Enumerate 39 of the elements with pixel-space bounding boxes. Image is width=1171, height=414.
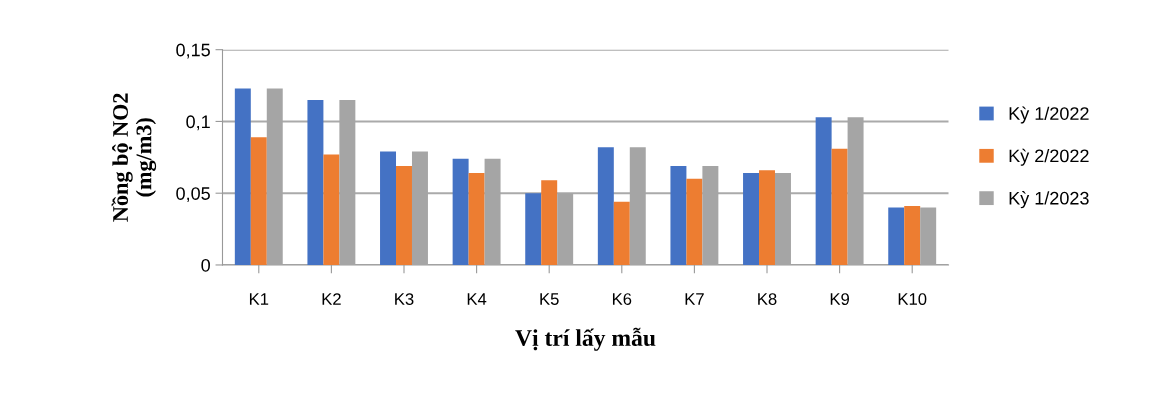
legend-label: Kỳ 1/2023: [1009, 191, 1089, 209]
bar: [234, 88, 251, 265]
x-tick-label: K5: [540, 293, 559, 305]
x-tick-label: K1: [249, 293, 269, 305]
legend-label: Kỳ 2/2022: [1009, 148, 1089, 166]
legend-label: Kỳ 1/2022: [1009, 106, 1089, 124]
x-tick-label: K10: [898, 293, 927, 305]
y-tick-label: 0,1: [186, 115, 210, 131]
bar: [743, 173, 760, 265]
x-tick-label: K6: [612, 293, 632, 305]
x-tick-label: K3: [395, 293, 414, 305]
bar: [541, 180, 558, 265]
x-tick-label: K9: [830, 293, 850, 305]
bar: [380, 151, 397, 265]
bar: [686, 178, 703, 265]
bar: [815, 117, 832, 265]
x-tick-label: K4: [467, 293, 487, 305]
bar: [525, 193, 542, 265]
bar: [888, 207, 905, 265]
bar: [597, 147, 614, 265]
bar: [396, 165, 412, 265]
bar: [904, 206, 921, 265]
x-axis-title: Vị trí lấy mẫu: [515, 327, 656, 351]
bar: [323, 154, 340, 265]
y-tick-label: 0,05: [176, 187, 210, 203]
bar: [759, 170, 775, 265]
x-tick-label: K7: [685, 293, 704, 305]
bar: [831, 148, 848, 265]
bar: [250, 137, 267, 265]
bar: [670, 165, 687, 265]
bar: [452, 158, 469, 265]
y-tick-label: 0,15: [176, 43, 210, 59]
y-tick-label: 0: [201, 258, 210, 272]
bar: [613, 201, 630, 265]
bar: [468, 173, 485, 265]
bar: [307, 99, 324, 265]
y-axis-title: Nồng bộ NO2 (mg/m3): [111, 93, 157, 222]
x-tick-label: K8: [758, 293, 777, 305]
x-tick-label: K2: [322, 293, 341, 305]
